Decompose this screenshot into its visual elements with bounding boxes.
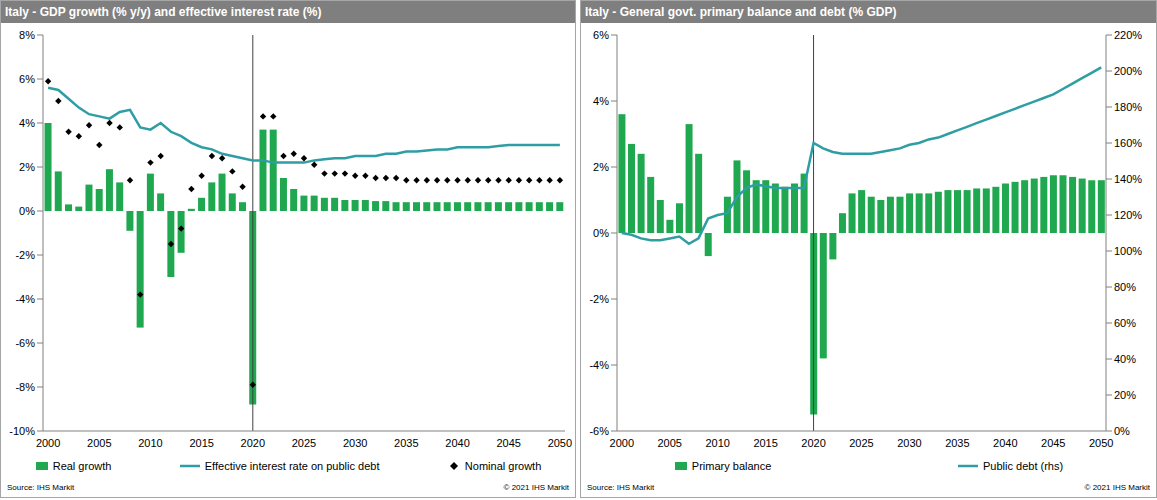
svg-text:2035: 2035 xyxy=(945,437,969,449)
svg-text:2005: 2005 xyxy=(87,437,111,449)
html-text:Real growth: Real growth xyxy=(52,460,112,472)
svg-text:200%: 200% xyxy=(1114,65,1142,77)
svg-text:80%: 80% xyxy=(1114,281,1136,293)
svg-text:2030: 2030 xyxy=(897,437,921,449)
svg-text:20%: 20% xyxy=(1114,389,1136,401)
svg-text:2045: 2045 xyxy=(1041,437,1065,449)
html-text:Italy - GDP growth (% y/y) and: Italy - GDP growth (% y/y) and effective… xyxy=(5,5,322,19)
html-text:Nominal growth: Nominal growth xyxy=(464,460,542,472)
svg-text:0%: 0% xyxy=(1114,425,1130,437)
svg-text:0%: 0% xyxy=(593,227,609,239)
svg-text:140%: 140% xyxy=(1114,173,1142,185)
svg-text:2025: 2025 xyxy=(292,437,316,449)
svg-text:2045: 2045 xyxy=(496,437,520,449)
svg-text:40%: 40% xyxy=(1114,353,1136,365)
html-text:Source: IHS Markit: Source: IHS Markit xyxy=(587,482,655,492)
svg-text:120%: 120% xyxy=(1114,209,1142,221)
svg-text:-6%: -6% xyxy=(589,425,609,437)
svg-text:2000: 2000 xyxy=(610,437,634,449)
svg-text:180%: 180% xyxy=(1114,101,1142,113)
svg-text:8%: 8% xyxy=(19,29,35,41)
svg-text:2030: 2030 xyxy=(343,437,367,449)
svg-text:0%: 0% xyxy=(19,205,35,217)
svg-text:2040: 2040 xyxy=(445,437,469,449)
svg-text:220%: 220% xyxy=(1114,29,1142,41)
svg-text:2050: 2050 xyxy=(548,437,572,449)
svg-text:-6%: -6% xyxy=(15,337,35,349)
svg-text:160%: 160% xyxy=(1114,137,1142,149)
svg-text:2015: 2015 xyxy=(753,437,777,449)
html-text:Effective interest rate on pub: Effective interest rate on public debt xyxy=(204,460,380,472)
svg-text:-2%: -2% xyxy=(15,249,35,261)
svg-text:2%: 2% xyxy=(593,161,609,173)
html-text:Public debt (rhs): Public debt (rhs) xyxy=(983,460,1064,472)
svg-text:2040: 2040 xyxy=(993,437,1017,449)
svg-text:2035: 2035 xyxy=(394,437,418,449)
html-text:© 2021 IHS Markit: © 2021 IHS Markit xyxy=(503,482,569,492)
html-text:© 2021 IHS Markit: © 2021 IHS Markit xyxy=(1084,482,1150,492)
svg-text:2015: 2015 xyxy=(189,437,213,449)
svg-text:4%: 4% xyxy=(19,117,35,129)
svg-text:6%: 6% xyxy=(593,29,609,41)
svg-text:2010: 2010 xyxy=(138,437,162,449)
svg-text:2010: 2010 xyxy=(705,437,729,449)
svg-text:2020: 2020 xyxy=(801,437,825,449)
svg-text:2000: 2000 xyxy=(36,437,60,449)
html-text:Source: IHS Markit: Source: IHS Markit xyxy=(7,482,75,492)
svg-text:-10%: -10% xyxy=(9,425,35,437)
svg-text:2%: 2% xyxy=(19,161,35,173)
svg-text:2020: 2020 xyxy=(241,437,265,449)
svg-text:2050: 2050 xyxy=(1089,437,1113,449)
svg-text:2005: 2005 xyxy=(657,437,681,449)
svg-text:100%: 100% xyxy=(1114,245,1142,257)
svg-text:-4%: -4% xyxy=(15,293,35,305)
svg-text:6%: 6% xyxy=(19,73,35,85)
svg-text:60%: 60% xyxy=(1114,317,1136,329)
svg-text:-8%: -8% xyxy=(15,381,35,393)
html-text:Primary balance: Primary balance xyxy=(691,460,772,472)
svg-text:2025: 2025 xyxy=(849,437,873,449)
svg-text:-4%: -4% xyxy=(589,359,609,371)
svg-text:4%: 4% xyxy=(593,95,609,107)
svg-text:-2%: -2% xyxy=(589,293,609,305)
html-text:Italy - General govt. primary: Italy - General govt. primary balance an… xyxy=(585,5,897,19)
